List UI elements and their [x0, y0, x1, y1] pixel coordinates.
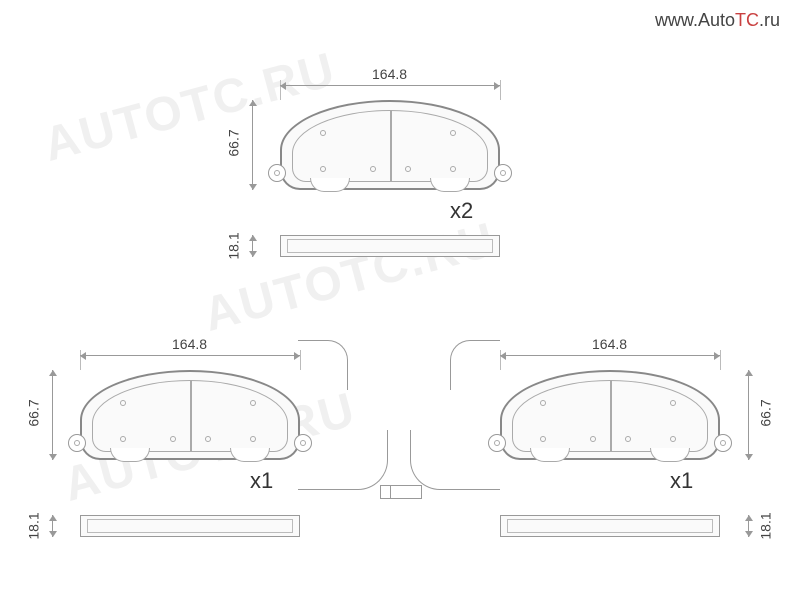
ext-line — [500, 80, 501, 100]
sensor-wire — [298, 340, 348, 390]
dim-width-label: 164.8 — [372, 66, 407, 82]
dim-height-line — [252, 100, 253, 190]
pad-dot — [205, 436, 211, 442]
pad-dot — [370, 166, 376, 172]
pad-ear — [68, 434, 86, 452]
brake-pad-side — [280, 235, 500, 257]
sensor-connector — [390, 485, 422, 499]
dim-thick-label: 18.1 — [26, 512, 42, 539]
brake-pad-side — [80, 515, 300, 537]
pad-dot — [450, 130, 456, 136]
dim-width-line — [500, 355, 720, 356]
pad-ear — [714, 434, 732, 452]
pad-dot — [670, 436, 676, 442]
pad-divider — [390, 110, 392, 182]
pad-dot — [120, 400, 126, 406]
dim-thick-line — [52, 515, 53, 537]
pad-dot — [170, 436, 176, 442]
brake-pad-side — [500, 515, 720, 537]
pad-dot — [540, 436, 546, 442]
pad-divider — [610, 380, 612, 452]
pad-dot — [590, 436, 596, 442]
dim-height-line — [748, 370, 749, 460]
url-suffix: .ru — [759, 10, 780, 30]
qty-label: x1 — [250, 468, 273, 494]
pad-dot — [405, 166, 411, 172]
url-accent: TC — [735, 10, 759, 30]
site-url: www.AutoTC.ru — [655, 10, 780, 31]
dim-height-label: 66.7 — [758, 399, 774, 426]
pad-dot — [670, 400, 676, 406]
pad-dot — [250, 400, 256, 406]
qty-label: x2 — [450, 198, 473, 224]
pad-divider — [190, 380, 192, 452]
pad-dot — [250, 436, 256, 442]
pad-ear — [268, 164, 286, 182]
pad-dot — [320, 166, 326, 172]
dim-width-label: 164.8 — [592, 336, 627, 352]
qty-label: x1 — [670, 468, 693, 494]
pad-dot — [625, 436, 631, 442]
pad-dot — [540, 400, 546, 406]
pad-ear — [494, 164, 512, 182]
url-prefix: www.Auto — [655, 10, 735, 30]
dim-thick-line — [252, 235, 253, 257]
dim-height-line — [52, 370, 53, 460]
dim-width-line — [280, 85, 500, 86]
dim-height-label: 66.7 — [26, 399, 42, 426]
pad-dot — [320, 130, 326, 136]
dim-height-label: 66.7 — [226, 129, 242, 156]
dim-thick-label: 18.1 — [226, 232, 242, 259]
side-inner — [287, 239, 493, 253]
dim-thick-label: 18.1 — [758, 512, 774, 539]
sensor-wire — [450, 340, 500, 390]
sensor-wire — [298, 430, 388, 490]
dim-width-line — [80, 355, 300, 356]
side-inner — [507, 519, 713, 533]
pad-dot — [450, 166, 456, 172]
sensor-wire — [410, 430, 500, 490]
brake-pad-front — [280, 100, 500, 190]
side-inner — [87, 519, 293, 533]
brake-pad-front — [500, 370, 720, 460]
dim-width-label: 164.8 — [172, 336, 207, 352]
ext-line — [720, 350, 721, 370]
brake-pad-front — [80, 370, 300, 460]
pad-dot — [120, 436, 126, 442]
dim-thick-line — [748, 515, 749, 537]
watermark: AUTOTC.RU — [198, 212, 502, 343]
